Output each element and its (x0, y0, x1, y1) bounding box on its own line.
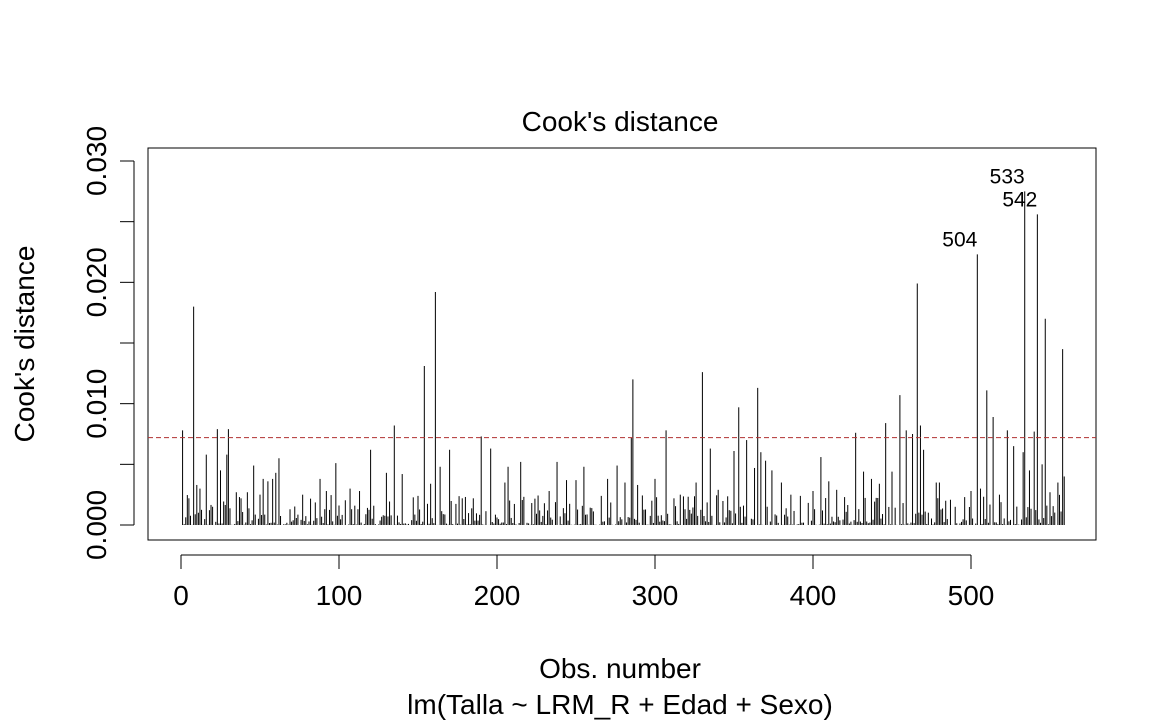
y-axis: 0.000 0.010 0.020 0.030 (81, 126, 135, 560)
bars-group (182, 191, 1065, 525)
y-tick-label: 0.030 (81, 126, 112, 196)
x-tick-label: 0 (173, 580, 189, 611)
point-label: 504 (942, 228, 977, 251)
y-tick-label: 0.000 (81, 490, 112, 560)
chart-subtitle: lm(Talla ~ LRM_R + Edad + Sexo) (407, 689, 833, 720)
point-label: 542 (1002, 188, 1037, 211)
x-tick-label: 500 (948, 580, 995, 611)
y-tick-label: 0.010 (81, 369, 112, 439)
x-tick-label: 100 (316, 580, 363, 611)
x-tick-label: 400 (790, 580, 837, 611)
chart-title: Cook's distance (522, 106, 719, 137)
x-axis-label: Obs. number (539, 653, 701, 684)
x-axis: 0 100 200 300 400 500 (173, 554, 995, 611)
plot-frame (147, 147, 1097, 541)
y-axis-label: Cook's distance (9, 246, 40, 443)
y-tick-label: 0.020 (81, 247, 112, 317)
x-tick-label: 200 (474, 580, 521, 611)
x-tick-label: 300 (632, 580, 679, 611)
point-label: 533 (990, 165, 1025, 188)
